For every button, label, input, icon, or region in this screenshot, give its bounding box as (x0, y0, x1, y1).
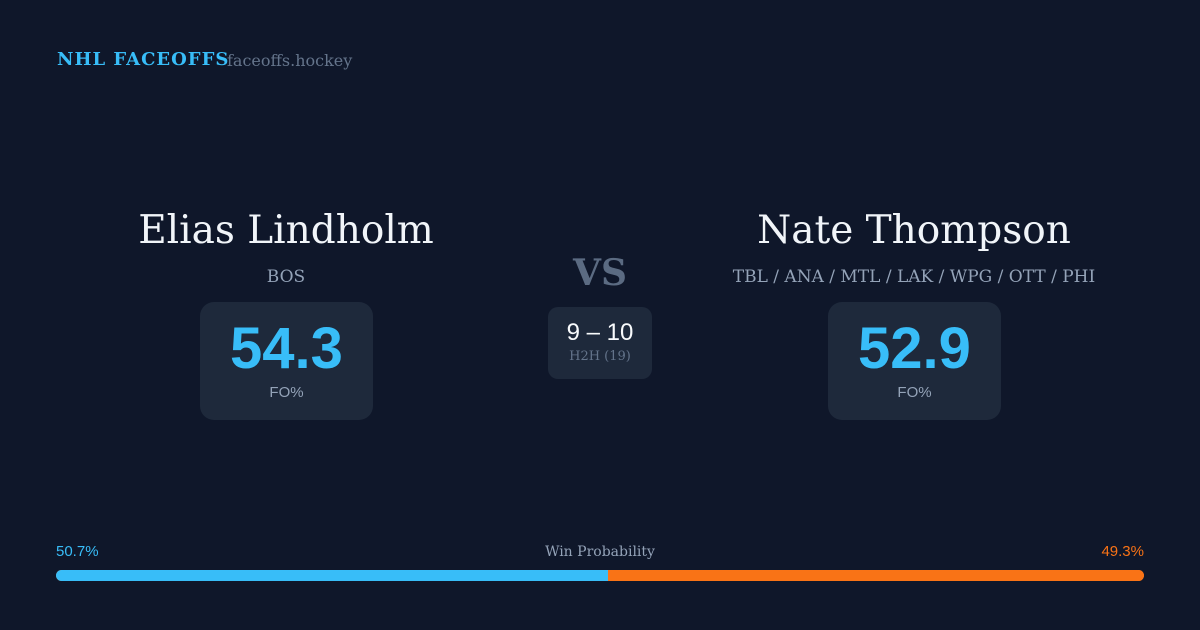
left-probability-fill (56, 570, 608, 581)
h2h-score: 9 – 10 (566, 319, 634, 346)
right-fo-label: FO% (897, 384, 932, 401)
left-player: Elias Lindholm BOS (6, 205, 566, 289)
left-player-name: Elias Lindholm (138, 208, 434, 253)
right-player: Nate Thompson TBL / ANA / MTL / LAK / WP… (634, 205, 1194, 289)
h2h-label: H2H (19) (569, 349, 631, 364)
site-url: faceoffs.hockey (227, 51, 353, 70)
left-player-teams: BOS (266, 267, 306, 287)
right-player-teams: TBL / ANA / MTL / LAK / WPG / OTT / PHI (732, 267, 1096, 287)
right-fo-card: 52.9 FO% (828, 302, 1001, 420)
brand-title: NHL FACEOFFS (57, 49, 230, 70)
left-fo-value: 54.3 (230, 316, 343, 381)
right-player-name: Nate Thompson (757, 208, 1071, 253)
h2h-card: 9 – 10 H2H (19) (548, 307, 652, 379)
left-fo-label: FO% (269, 384, 304, 401)
left-fo-card: 54.3 FO% (200, 302, 373, 420)
left-probability: 50.7% (56, 543, 99, 560)
right-probability: 49.3% (1101, 543, 1144, 560)
win-probability-bar (56, 570, 1144, 581)
probability-label: Win Probability (545, 544, 655, 560)
right-probability-fill (607, 570, 1144, 581)
vs-label: VS (573, 252, 627, 294)
right-fo-value: 52.9 (858, 316, 971, 381)
